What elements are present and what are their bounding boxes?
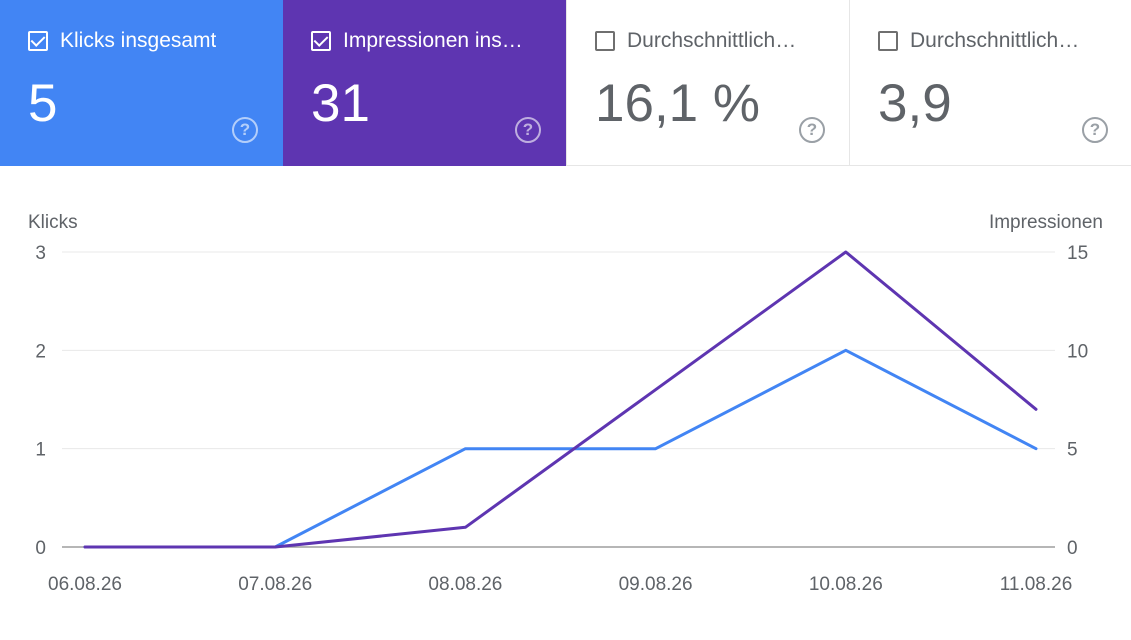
- right-axis-tick-label: 10: [1067, 341, 1088, 362]
- metric-value: 16,1 %: [595, 74, 761, 133]
- metric-card-average-position[interactable]: Durchschnittlich… 3,9 ?: [849, 0, 1131, 166]
- x-axis-tick-label: 11.08.26: [1000, 574, 1073, 595]
- checkbox-checked-icon[interactable]: [28, 31, 48, 51]
- help-icon[interactable]: ?: [799, 117, 825, 143]
- performance-line-chart: Klicks Impressionen 0 1 2 3 0 5 10 15 06.08.26…: [28, 212, 1103, 595]
- x-axis-ticks: 06.08.26 07.08.26 08.08.26 09.08.26 10.08.26…: [48, 574, 1072, 595]
- right-axis-tick-label: 0: [1067, 538, 1078, 559]
- x-axis-tick-label: 07.08.26: [238, 574, 312, 595]
- metric-title: Klicks insgesamt: [60, 29, 217, 52]
- impressions-series-line: [83, 250, 1038, 549]
- metric-value: 5: [28, 74, 58, 133]
- right-axis-tick-label: 5: [1067, 440, 1078, 461]
- help-icon[interactable]: ?: [232, 117, 258, 143]
- metric-card-total-clicks[interactable]: Klicks insgesamt 5 ?: [0, 0, 283, 166]
- chart-grid: [62, 251, 1055, 548]
- x-axis-tick-label: 08.08.26: [428, 574, 502, 595]
- left-axis-tick-label: 1: [35, 440, 46, 461]
- checkbox-checked-icon[interactable]: [311, 31, 331, 51]
- x-axis-tick-label: 10.08.26: [809, 574, 883, 595]
- x-axis-tick-label: 09.08.26: [619, 574, 693, 595]
- left-axis-ticks: 0 1 2 3: [35, 243, 46, 559]
- help-icon[interactable]: ?: [515, 117, 541, 143]
- left-axis-tick-label: 2: [35, 341, 46, 362]
- metric-value: 3,9: [878, 74, 952, 133]
- chart-series: [83, 250, 1038, 549]
- metric-cards: Klicks insgesamt 5 ? Impressionen ins… 3…: [0, 0, 1131, 166]
- metric-card-header: Klicks insgesamt: [28, 29, 216, 53]
- metric-title: Impressionen ins…: [343, 29, 523, 52]
- checkbox-unchecked-icon[interactable]: [878, 31, 898, 51]
- metric-card-header: Durchschnittlich…: [878, 29, 1079, 53]
- metric-card-header: Impressionen ins…: [311, 29, 523, 53]
- metric-card-header: Durchschnittlich…: [595, 29, 796, 53]
- right-axis-ticks: 0 5 10 15: [1067, 243, 1088, 559]
- left-axis-title: Klicks: [28, 212, 78, 233]
- left-axis-tick-label: 3: [35, 243, 46, 264]
- metric-title: Durchschnittlich…: [910, 29, 1080, 52]
- help-icon[interactable]: ?: [1082, 117, 1108, 143]
- metric-card-average-ctr[interactable]: Durchschnittlich… 16,1 % ?: [566, 0, 849, 166]
- checkbox-unchecked-icon[interactable]: [595, 31, 615, 51]
- metric-card-total-impressions[interactable]: Impressionen ins… 31 ?: [283, 0, 566, 166]
- right-axis-title: Impressionen: [989, 212, 1103, 233]
- metric-value: 31: [311, 74, 370, 133]
- metric-title: Durchschnittlich…: [627, 29, 797, 52]
- right-axis-tick-label: 15: [1067, 243, 1088, 264]
- left-axis-tick-label: 0: [35, 538, 46, 559]
- x-axis-tick-label: 06.08.26: [48, 574, 122, 595]
